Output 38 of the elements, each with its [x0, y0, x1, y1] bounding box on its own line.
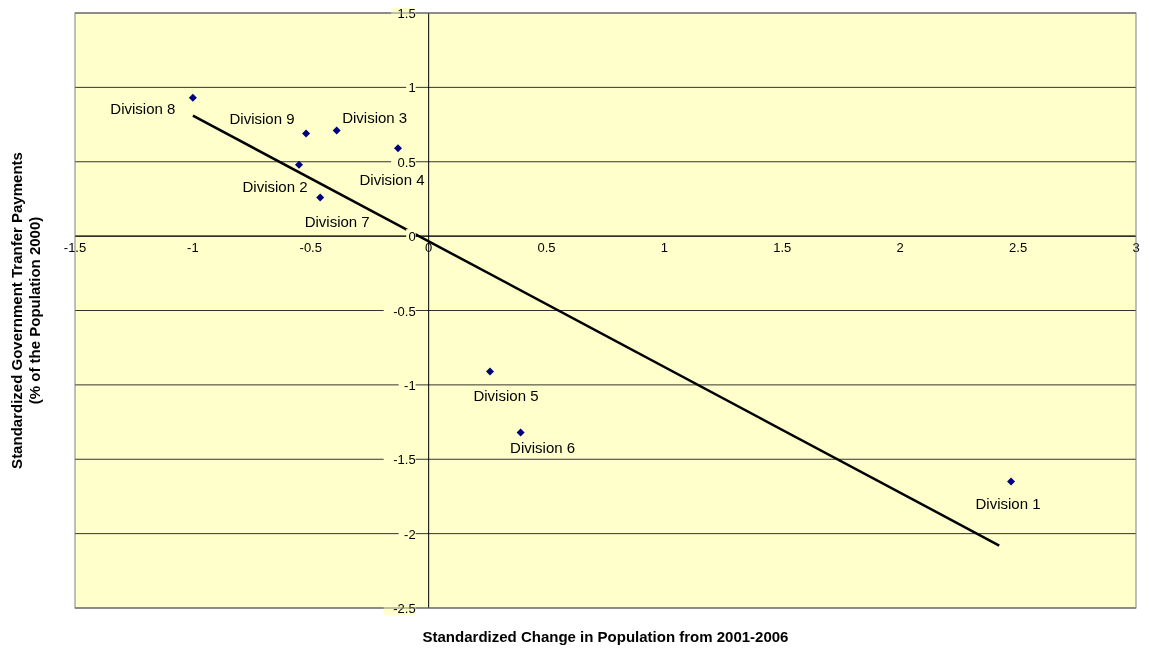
x-tick-label: -1: [187, 240, 199, 256]
x-tick-label: 2.5: [1009, 240, 1028, 256]
point: [485, 367, 494, 376]
point: [394, 144, 403, 153]
annotation: Division 4: [359, 171, 425, 189]
y-tick-label: -2: [404, 526, 416, 542]
annotation: Division 9: [229, 110, 295, 128]
y-tick-label: 1.5: [397, 6, 416, 21]
x-tick-label: 2: [896, 240, 904, 256]
point: [188, 93, 197, 102]
y-tick-label: 1: [408, 80, 416, 96]
y-tick-label: -1.5: [393, 452, 416, 468]
point: [516, 428, 525, 437]
x-axis-title: Standardized Change in Population from 2001-2006: [422, 628, 789, 645]
point: [294, 160, 303, 169]
point: [316, 193, 325, 202]
y-tick-label: 0.5: [397, 154, 416, 170]
y-tick-label: 0: [408, 229, 416, 245]
y-axis-title: Standardized Government Tranfer Payments (% of the Population 2000): [8, 152, 43, 469]
annotation: Division 2: [242, 177, 308, 195]
x-tick-label: 3: [1132, 240, 1140, 256]
annotation: Division 8: [110, 99, 176, 117]
y-tick-label: -2.5: [393, 601, 416, 616]
annotation: Division 6: [510, 439, 576, 457]
x-tick-label: -0.5: [299, 240, 322, 256]
point: [1007, 477, 1016, 486]
x-tick-label: -1.5: [63, 240, 87, 256]
point: [302, 129, 311, 138]
x-tick-label: 1: [660, 240, 669, 256]
annotation: Division 3: [342, 108, 408, 126]
y-tick-label: -0.5: [393, 303, 416, 319]
y-tick-label: -1: [404, 377, 416, 393]
annotation: Division 7: [304, 213, 370, 231]
x-tick-label: 1.5: [773, 240, 792, 256]
annotation: Division 1: [975, 494, 1041, 512]
annotation: Division 5: [473, 387, 539, 405]
x-tick-label: 0.5: [537, 240, 556, 256]
point: [332, 126, 341, 135]
